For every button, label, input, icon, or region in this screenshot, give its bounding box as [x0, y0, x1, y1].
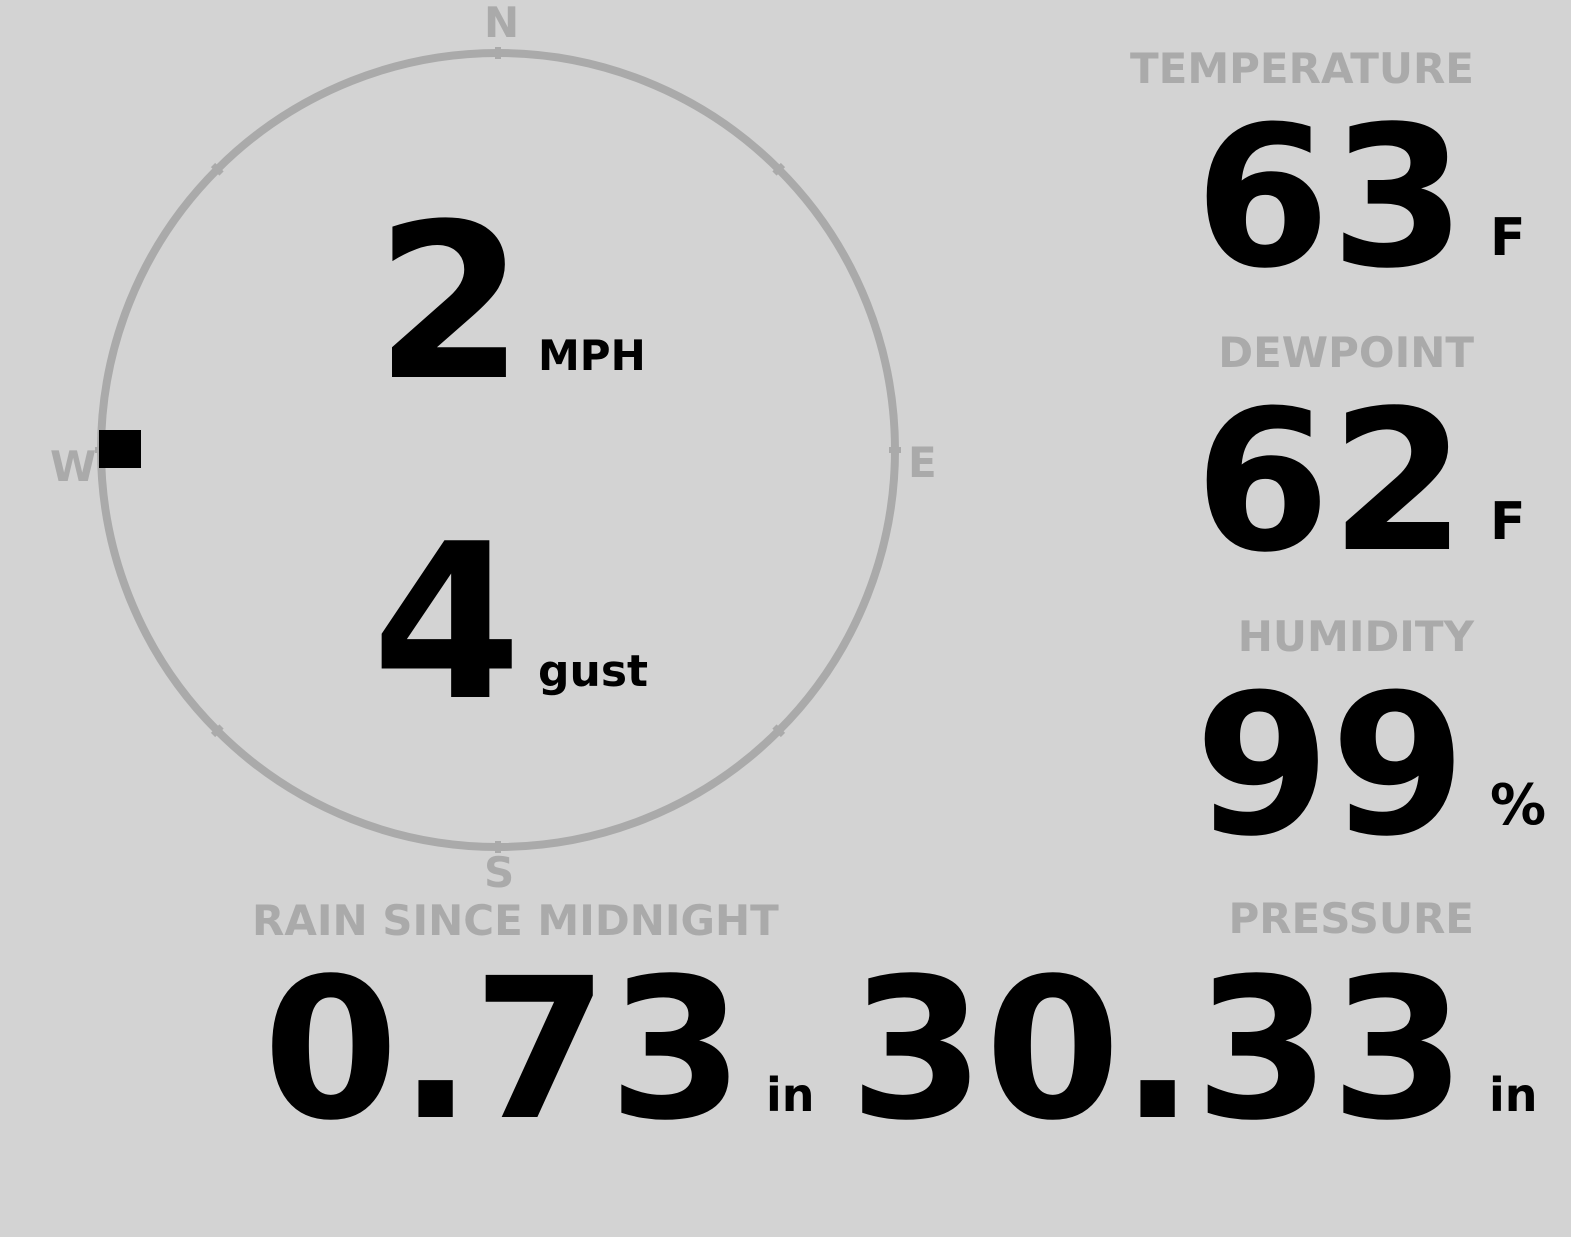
- compass-tick: [210, 724, 224, 738]
- compass-dial: [95, 47, 901, 853]
- compass-tick: [210, 162, 224, 176]
- compass-tick: [772, 162, 786, 176]
- compass-n: N: [484, 0, 520, 47]
- rain-unit: in: [766, 1068, 815, 1122]
- compass-tick: [772, 724, 786, 738]
- temperature-unit: F: [1490, 208, 1526, 268]
- wind-gust-unit: gust: [538, 646, 649, 697]
- temperature-value: 63: [1194, 84, 1466, 311]
- wind-direction-marker: [99, 430, 141, 468]
- humidity-value: 99: [1194, 652, 1466, 879]
- wind-speed-unit: MPH: [538, 331, 646, 380]
- dewpoint-value: 62: [1194, 368, 1466, 595]
- compass-w: W: [50, 442, 97, 491]
- pressure-value: 30.33: [849, 936, 1466, 1163]
- compass-e: E: [908, 438, 937, 487]
- dewpoint-label: DEWPOINT: [1218, 328, 1474, 377]
- pressure-label: PRESSURE: [1228, 894, 1474, 943]
- humidity-unit: %: [1490, 773, 1547, 838]
- wind-gust: 4: [372, 497, 522, 748]
- rain-label: RAIN SINCE MIDNIGHT: [252, 896, 779, 945]
- rain-value: 0.73: [262, 936, 744, 1163]
- pressure-unit: in: [1489, 1068, 1538, 1122]
- wind-speed: 2: [375, 177, 525, 428]
- temperature-label: TEMPERATURE: [1130, 44, 1474, 93]
- dewpoint-unit: F: [1490, 492, 1526, 552]
- humidity-label: HUMIDITY: [1237, 612, 1474, 661]
- wind-compass: N E S W 2 MPH 4 gust: [0, 0, 1000, 900]
- compass-s: S: [484, 848, 515, 897]
